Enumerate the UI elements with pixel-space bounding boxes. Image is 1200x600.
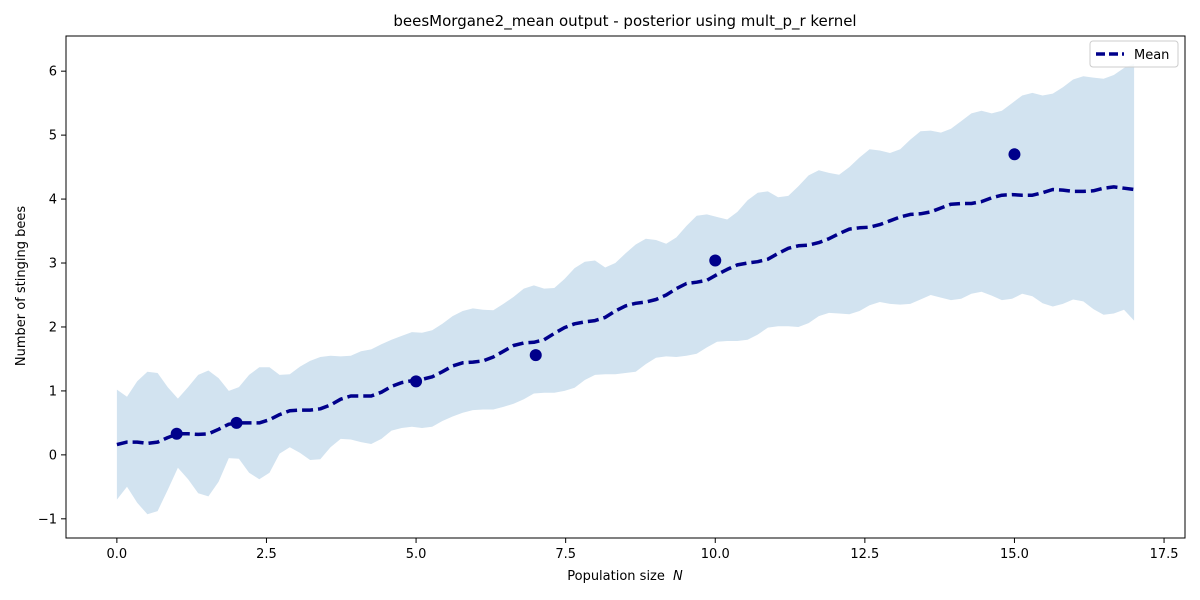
- y-tick-label: 0: [49, 448, 57, 463]
- x-axis-label-symbol: N: [673, 569, 683, 584]
- x-axis-label-text: Population size: [567, 569, 665, 584]
- data-point: [1008, 148, 1021, 161]
- credible-band-layer: [116, 63, 1135, 515]
- x-ticks: 0.0 2.5 5.0 7.5 10.0 12.5 15.0 17.5: [107, 538, 1179, 562]
- x-tick-label: 12.5: [850, 547, 879, 562]
- data-point: [709, 254, 722, 267]
- legend-box: [1089, 40, 1179, 68]
- y-axis-label: Number of stinging bees: [14, 206, 29, 366]
- x-tick-label: 2.5: [256, 547, 277, 562]
- x-tick-label: 7.5: [555, 547, 576, 562]
- x-tick-label: 15.0: [1000, 547, 1029, 562]
- data-point: [410, 375, 423, 388]
- y-tick-label: 5: [49, 129, 57, 144]
- mean-line-layer: [116, 185, 1135, 447]
- credible-band: [116, 63, 1135, 515]
- plot-frame: [65, 35, 1186, 539]
- y-tick-label: −1: [38, 512, 57, 527]
- x-axis-label: Population size N: [567, 569, 683, 584]
- data-point: [170, 427, 183, 440]
- y-tick-label: 6: [49, 65, 57, 80]
- y-tick-label: 1: [49, 384, 57, 399]
- x-tick-label: 0.0: [107, 547, 128, 562]
- x-tick-label: 5.0: [406, 547, 427, 562]
- legend-mean-label: Mean: [1134, 48, 1169, 63]
- y-tick-label: 2: [49, 320, 57, 335]
- x-tick-label: 17.5: [1150, 547, 1179, 562]
- y-tick-label: 3: [49, 257, 57, 272]
- data-point: [529, 349, 542, 362]
- legend: Mean: [1089, 40, 1179, 68]
- x-tick-label: 10.0: [701, 547, 730, 562]
- data-point: [230, 416, 243, 429]
- y-tick-label: 4: [49, 193, 57, 208]
- mean-line: [116, 185, 1135, 447]
- chart-title: beesMorgane2_mean output - posterior usi…: [393, 12, 856, 31]
- y-ticks: −1 0 1 2 3 4 5 6: [38, 65, 66, 527]
- observed-points-layer: [170, 148, 1021, 440]
